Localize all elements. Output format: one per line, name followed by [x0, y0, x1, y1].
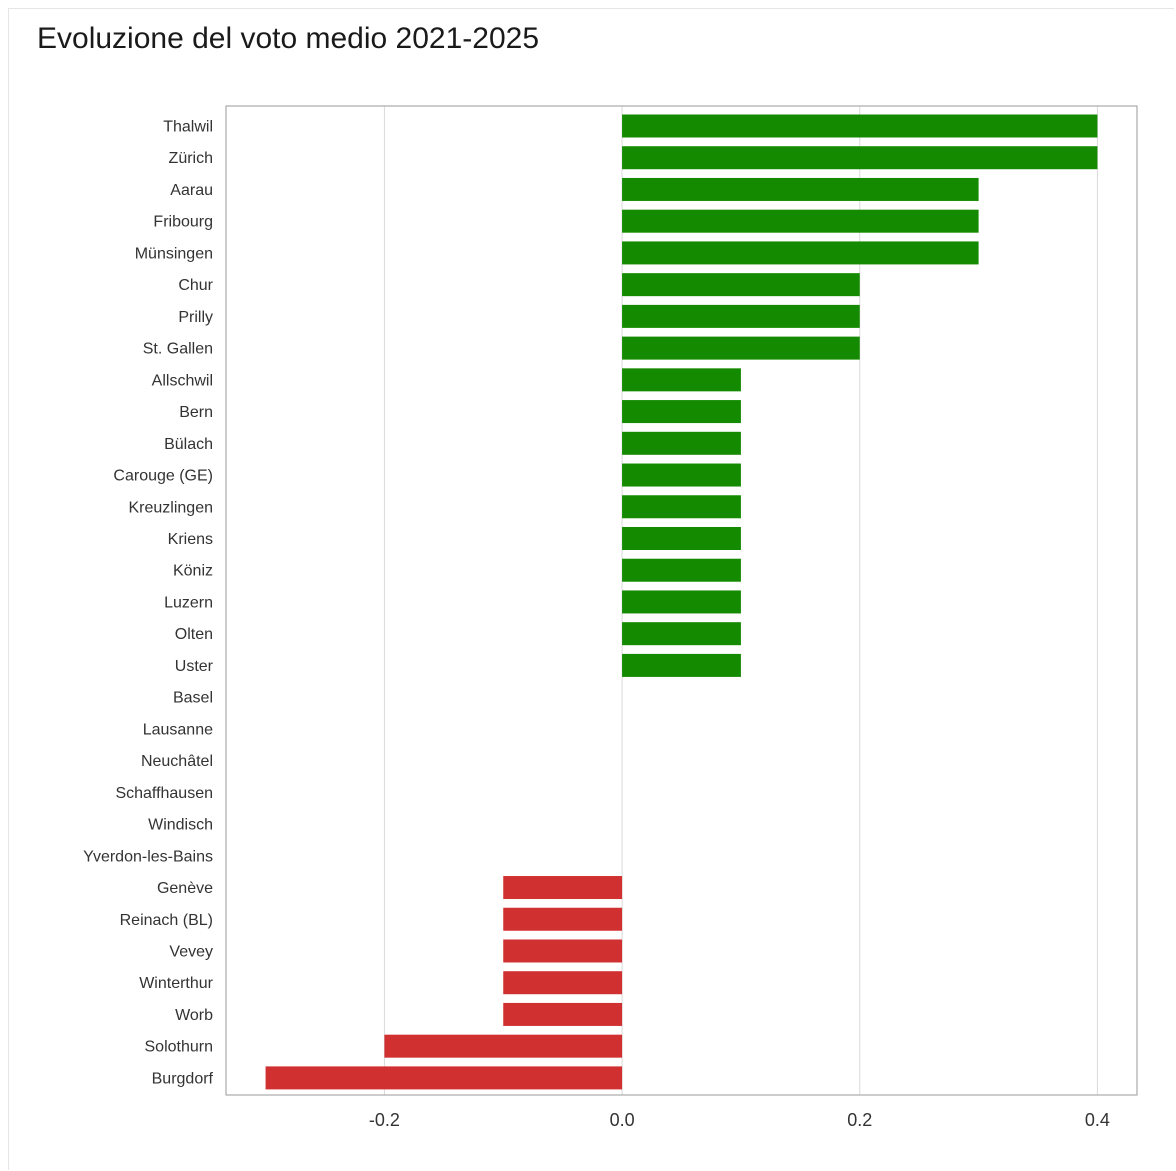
- bar-worb: [503, 1002, 623, 1026]
- y-tick-label: Carouge (GE): [113, 468, 213, 485]
- bar-allschwil: [622, 368, 741, 392]
- y-tick-label: Basel: [173, 690, 213, 707]
- y-tick-label: Zürich: [169, 150, 213, 167]
- bar-thalwil: [622, 114, 1098, 138]
- y-tick-label: Burgdorf: [152, 1070, 214, 1087]
- y-tick-label: Solothurn: [145, 1039, 214, 1056]
- y-tick-label: Winterthur: [139, 975, 213, 992]
- chart-title: Evoluzione del voto medio 2021-2025: [37, 22, 540, 55]
- plot-area-border: [225, 105, 1138, 1096]
- bar-bern: [622, 400, 741, 424]
- bar-k-niz: [622, 558, 741, 582]
- bar-solothurn: [384, 1034, 623, 1058]
- y-tick-label: Kriens: [168, 531, 213, 548]
- y-tick-label: Chur: [178, 277, 213, 294]
- y-tick-label: Genève: [157, 880, 213, 897]
- bar-b-lach: [622, 431, 741, 455]
- bar-uster: [622, 653, 741, 677]
- y-tick-label: Uster: [175, 658, 214, 675]
- y-tick-label: Bülach: [164, 436, 213, 453]
- y-tick-label: Worb: [175, 1007, 213, 1024]
- bar-prilly: [622, 304, 860, 328]
- y-tick-label: Aarau: [170, 182, 213, 199]
- bar-st-gallen: [622, 336, 860, 360]
- x-tick-label: -0.2: [369, 1110, 400, 1130]
- bar-olten: [622, 622, 741, 646]
- bar-carouge-ge-: [622, 463, 741, 487]
- y-tick-label: Prilly: [178, 309, 213, 326]
- bar-vevey: [503, 939, 623, 963]
- y-tick-label: Kreuzlingen: [129, 499, 214, 516]
- y-tick-label: Windisch: [148, 817, 213, 834]
- y-tick-label: Yverdon-les-Bains: [83, 848, 213, 865]
- x-tick-label: 0.0: [610, 1110, 635, 1130]
- bar-gen-ve: [503, 876, 623, 900]
- bar-chur: [622, 273, 860, 297]
- y-tick-label: Olten: [175, 626, 213, 643]
- bar-kriens: [622, 526, 741, 550]
- bar-reinach-bl-: [503, 907, 623, 931]
- y-tick-label: Reinach (BL): [120, 912, 213, 929]
- y-tick-label: Lausanne: [143, 721, 213, 738]
- bar-kreuzlingen: [622, 495, 741, 519]
- y-tick-label: Luzern: [164, 594, 213, 611]
- y-tick-label: Allschwil: [152, 372, 213, 389]
- bar-luzern: [622, 590, 741, 614]
- y-tick-label: Thalwil: [163, 119, 213, 136]
- x-tick-label: 0.4: [1085, 1110, 1110, 1130]
- bar-m-nsingen: [622, 241, 979, 265]
- bar-winterthur: [503, 971, 623, 995]
- x-tick-label: 0.2: [847, 1110, 872, 1130]
- bar-fribourg: [622, 209, 979, 233]
- y-tick-label: Neuchâtel: [141, 753, 213, 770]
- chart-frame: [8, 8, 1174, 1170]
- y-tick-label: Münsingen: [135, 245, 213, 262]
- bar-aarau: [622, 177, 979, 201]
- y-tick-label: Vevey: [169, 943, 213, 960]
- y-tick-label: Köniz: [173, 563, 213, 580]
- y-tick-label: Schaffhausen: [115, 785, 213, 802]
- bar-burgdorf: [265, 1066, 623, 1090]
- y-tick-label: Bern: [179, 404, 213, 421]
- y-tick-label: St. Gallen: [143, 341, 213, 358]
- bar-z-rich: [622, 146, 1098, 170]
- y-tick-label: Fribourg: [153, 214, 213, 231]
